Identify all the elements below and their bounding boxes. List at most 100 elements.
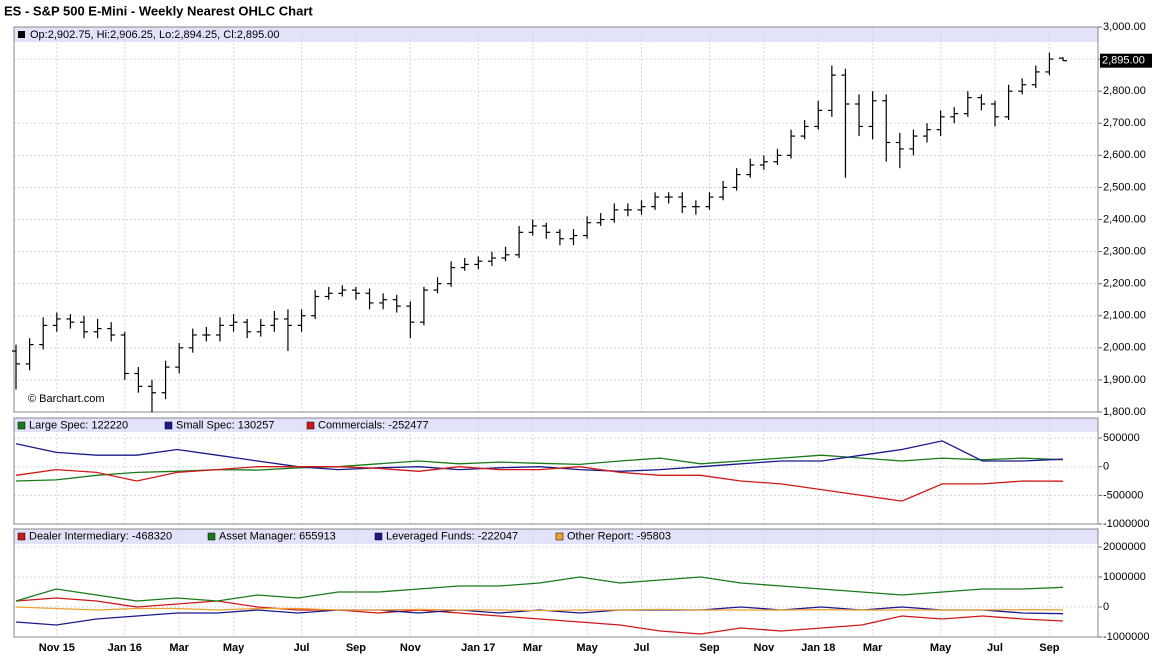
series-line [15, 576, 1064, 602]
y-tick-label: 2,600.00 [1103, 149, 1146, 161]
x-tick-label: Jan 17 [461, 642, 495, 654]
x-tick-label: May [223, 642, 245, 654]
y-tick-label: 2,300.00 [1103, 245, 1146, 257]
y-tick-label: 1,800.00 [1103, 406, 1146, 418]
ohlc-bar [39, 317, 48, 350]
ohlc-bar [338, 285, 347, 297]
ohlc-bar [501, 246, 510, 262]
ohlc-bar [229, 314, 238, 332]
ohlc-bar [732, 168, 741, 191]
y-tick-label: 2,800.00 [1103, 85, 1146, 97]
ohlc-bar [256, 318, 265, 337]
y-tick-label: 1000000 [1103, 571, 1146, 583]
ohlc-bar [719, 181, 728, 201]
ohlc-bar [569, 229, 578, 246]
ohlc-bar [12, 344, 20, 390]
ohlc-bar [596, 213, 605, 226]
y-tick-label: 2000000 [1103, 541, 1146, 553]
y-tick-label: 0 [1103, 601, 1109, 613]
y-tick-label: 2,000.00 [1103, 342, 1146, 354]
x-tick-label: Mar [169, 642, 189, 654]
ohlc-bar [827, 65, 836, 117]
last-price-label: 2,895.00 [1102, 55, 1145, 67]
legend-label: Asset Manager: 655913 [219, 530, 336, 542]
ohlc-bar [460, 258, 469, 271]
ohlc-bar [691, 200, 700, 215]
ohlc-legend: Op:2,902.75, Hi:2,906.25, Lo:2,894.25, C… [30, 29, 280, 41]
ohlc-bar [379, 293, 388, 310]
ohlc-bar [365, 288, 374, 310]
ohlc-bar [161, 360, 170, 400]
ohlc-bar [474, 256, 483, 270]
ohlc-bar [270, 310, 279, 332]
ohlc-bar [923, 123, 932, 143]
ohlc-bar [868, 91, 877, 140]
ohlc-bar [283, 309, 292, 352]
ohlc-bar [297, 309, 306, 332]
ohlc-bar [175, 343, 184, 374]
ohlc-bar [243, 318, 252, 339]
ohlc-bar [52, 312, 61, 332]
ohlc-bar [637, 200, 646, 215]
legend-label: Other Report: -95803 [567, 530, 671, 542]
ohlc-bar [678, 192, 687, 214]
legend-label: Small Spec: 130257 [176, 419, 274, 431]
y-tick-label: 1,900.00 [1103, 374, 1146, 386]
ohlc-bar [950, 107, 959, 124]
ohlc-bar [991, 100, 1000, 127]
ohlc-bar [134, 367, 143, 393]
legend-swatch [17, 532, 26, 541]
ohlc-bar [963, 91, 972, 117]
ohlc-bar [1018, 78, 1027, 95]
ohlc-bar [487, 251, 496, 267]
y-tick-label: -1000000 [1103, 631, 1150, 643]
ohlc-bar [1059, 57, 1067, 62]
ohlc-bar [1004, 84, 1013, 121]
x-tick-label: Mar [523, 642, 543, 654]
ohlc-bar [447, 261, 456, 287]
ohlc-bar [610, 203, 619, 223]
y-tick-label: -1000000 [1103, 518, 1150, 530]
legend-label: Large Spec: 122220 [29, 419, 128, 431]
ohlc-bar [120, 331, 129, 380]
x-tick-label: Sep [699, 642, 719, 654]
ohlc-bar [147, 379, 156, 412]
ohlc-bar [311, 290, 320, 319]
ohlc-bar [651, 192, 660, 210]
legend-label: Commercials: -252477 [318, 419, 429, 431]
series-line [15, 597, 1064, 635]
ohlc-bar [392, 294, 401, 313]
legend-swatch [164, 421, 173, 430]
legend-swatch [306, 421, 315, 430]
ohlc-bar [882, 94, 891, 162]
ohlc-bar [583, 216, 592, 239]
x-tick-label: Jan 16 [108, 642, 142, 654]
x-tick-label: Nov [753, 642, 775, 654]
legend-swatch [374, 532, 383, 541]
ohlc-bar [324, 286, 333, 300]
ohlc-bar [895, 132, 904, 169]
ohlc-bar [515, 225, 524, 258]
ohlc-bar [188, 328, 197, 353]
y-tick-label: 2,700.00 [1103, 117, 1146, 129]
series-line [15, 466, 1064, 502]
y-tick-label: 2,100.00 [1103, 310, 1146, 322]
y-tick-label: 0 [1103, 461, 1109, 473]
ohlc-bar [66, 314, 75, 329]
legend-swatch [207, 532, 216, 541]
legend-swatch [18, 31, 25, 38]
panel-frame [13, 26, 1099, 413]
ohlc-bar [93, 318, 102, 339]
y-tick-label: 2,200.00 [1103, 278, 1146, 290]
header-band [14, 418, 1098, 432]
ohlc-bar [1031, 65, 1040, 88]
ohlc-bar [419, 286, 428, 326]
ohlc-bar [841, 68, 850, 178]
ohlc-bar [759, 155, 768, 170]
x-tick-label: Jul [294, 642, 310, 654]
ohlc-bar [977, 94, 986, 111]
ohlc-bar [79, 315, 88, 339]
ohlc-bar [664, 192, 673, 204]
ohlc-bar [773, 148, 782, 165]
